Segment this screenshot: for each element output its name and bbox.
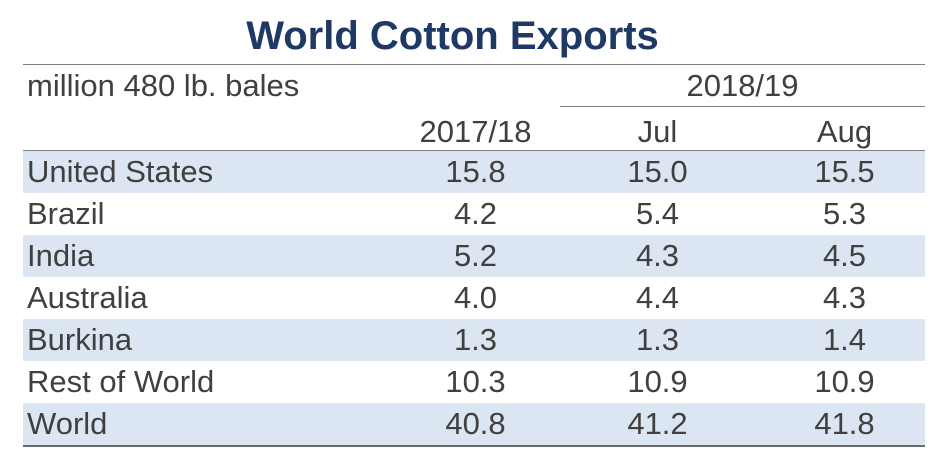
table-row: Rest of World 10.3 10.9 10.9: [23, 361, 925, 403]
row-label: Australia: [27, 280, 148, 315]
bottom-rule: [23, 445, 925, 447]
value-cell: 1.3: [635, 322, 680, 357]
value-cell: 10.9: [627, 364, 688, 399]
table-row: Burkina 1.3 1.3 1.4: [23, 319, 925, 361]
value-cell: 15.8: [445, 154, 506, 189]
col-header-aug: Aug: [816, 114, 873, 149]
table-row: World 40.8 41.2 41.8: [23, 403, 925, 445]
row-label: India: [27, 238, 95, 273]
value-cell: 1.3: [453, 322, 498, 357]
row-label: United States: [27, 154, 214, 189]
value-cell: 5.2: [453, 238, 498, 273]
value-cell: 4.5: [822, 238, 867, 273]
value-cell: 4.2: [453, 196, 498, 231]
units-label: million 480 lb. bales: [27, 68, 300, 103]
value-cell: 41.2: [627, 406, 688, 441]
value-cell: 4.4: [635, 280, 680, 315]
row-label: Rest of World: [27, 364, 215, 399]
row-label: World: [27, 406, 108, 441]
col-header-2017-18: 2017/18: [419, 114, 532, 149]
value-cell: 10.3: [445, 364, 506, 399]
row-label: Burkina: [27, 322, 133, 357]
table-row: India 5.2 4.3 4.5: [23, 235, 925, 277]
value-cell: 5.4: [635, 196, 680, 231]
value-cell: 1.4: [822, 322, 867, 357]
value-cell: 4.0: [453, 280, 498, 315]
table-row: United States 15.8 15.0 15.5: [23, 151, 925, 193]
group-rule: [560, 106, 925, 107]
value-cell: 5.3: [822, 196, 867, 231]
value-cell: 15.5: [814, 154, 875, 189]
value-cell: 40.8: [445, 406, 506, 441]
col-header-jul: Jul: [637, 114, 678, 149]
table-row: Australia 4.0 4.4 4.3: [23, 277, 925, 319]
value-cell: 4.3: [822, 280, 867, 315]
value-cell: 41.8: [814, 406, 875, 441]
table-title: World Cotton Exports: [246, 14, 659, 58]
table-row: Brazil 4.2 5.4 5.3: [23, 193, 925, 235]
value-cell: 15.0: [627, 154, 688, 189]
group-header: 2018/19: [686, 68, 799, 103]
header-rule: [23, 150, 925, 151]
value-cell: 4.3: [635, 238, 680, 273]
value-cell: 10.9: [814, 364, 875, 399]
row-label: Brazil: [27, 196, 105, 231]
top-rule: [23, 64, 925, 65]
